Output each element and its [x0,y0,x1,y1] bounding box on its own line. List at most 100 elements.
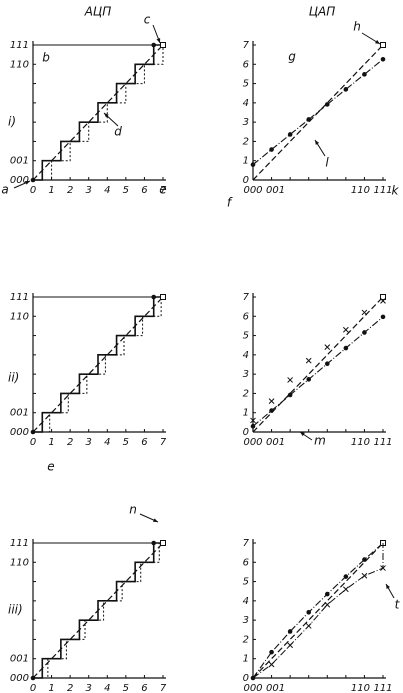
x-tick-label: 0 [30,683,36,693]
y-tick-label: 0 [243,673,249,684]
dotted-staircase [33,296,163,433]
x-tick-label: 110 [351,185,370,196]
cross-mark [287,642,293,649]
annotation: b [42,51,50,65]
y-tick-label: 7 [243,538,250,549]
y-tick-label: 001 [10,156,29,167]
ideal-line [252,296,384,433]
y-tick-label: 1 [243,408,249,419]
output-dot [343,345,349,351]
output-dot [250,423,256,429]
output-dot [380,314,386,320]
output-dot [306,117,312,122]
arrow-head [375,39,380,44]
arrow-head [386,584,390,589]
output-dot [269,147,274,152]
x-tick-label: 7 [160,683,167,693]
end-dot [151,294,157,300]
y-tick-label: 2 [243,136,249,147]
output-dot [269,408,274,413]
cross-mark [268,661,275,668]
output-dot [269,649,274,655]
x-tick-label: 000 [243,683,262,693]
x-tick-label: 3 [86,683,92,693]
arrow-head [25,181,30,185]
end-square [160,294,166,300]
row-label: i) [8,115,16,129]
ideal-line [252,542,384,679]
annotation: e [159,183,166,197]
output-dot [324,361,330,367]
annotation: e [47,460,54,474]
x-tick-label: 110 [351,437,370,448]
y-tick-label: 2 [243,388,249,399]
cross-mark [324,601,331,608]
y-tick-label: 110 [10,311,29,322]
dac-output [252,316,384,427]
arrow-head [300,432,305,437]
annotation: n [129,503,137,517]
origin-dot [30,429,36,435]
output-dot [287,629,293,634]
y-tick-label: 001 [10,654,29,665]
x-tick-label: 5 [123,185,129,196]
cross-mark [380,298,386,304]
x-tick-label: 111 [373,437,392,448]
y-tick-label: 6 [243,59,249,70]
x-tick-label: 001 [266,437,285,448]
y-tick-label: 3 [243,369,249,380]
cross-mark [343,586,349,593]
annotation: c [144,13,151,27]
y-tick-label: 1 [243,156,249,167]
x-tick-label: 1 [48,185,54,196]
x-tick-label: 1 [48,683,54,693]
row-label: iii) [8,603,23,617]
y-tick-label: 000 [10,427,29,438]
x-tick-label: 3 [86,185,92,196]
end-dot [151,540,157,546]
arrow-head [104,113,109,118]
end-square [160,42,166,48]
x-tick-label: 6 [141,437,147,448]
x-tick-label: 4 [104,437,110,448]
end-square [380,294,386,300]
output-dot [380,56,386,62]
annotation: k [392,184,400,198]
x-tick-label: 2 [67,683,73,693]
cross-mark [343,326,349,333]
y-tick-label: 7 [243,292,250,303]
y-tick-label: 000 [10,673,29,684]
x-tick-label: 001 [266,683,285,693]
origin-dot [30,675,36,681]
cross-mark [324,344,331,350]
arrow-head [153,518,158,522]
y-tick-label: 3 [243,117,249,128]
annotation: h [353,20,361,34]
y-tick-label: 001 [10,408,29,419]
y-tick-label: 111 [10,538,29,549]
cross-mark [287,377,293,383]
output-dot [324,102,330,107]
x-tick-label: 2 [67,437,73,448]
output-dot [324,591,330,597]
x-tick-label: 4 [104,185,110,196]
x-tick-label: 001 [266,185,285,196]
dac-output [252,542,384,679]
y-tick-label: 0 [243,427,249,438]
x-tick-label: 6 [141,683,147,693]
annotation: d [114,125,122,139]
annotation: l [325,156,329,170]
output-dot [287,392,293,398]
output-dot [306,377,312,382]
y-tick-label: 110 [10,59,29,70]
x-tick-label: 111 [373,683,392,693]
y-tick-label: 5 [243,79,249,90]
end-square [160,540,166,546]
output-dot [287,132,293,137]
output-dot [343,574,349,579]
annotation: t [395,598,401,612]
arrow-head [156,38,161,43]
y-tick-label: 5 [243,577,249,588]
annotation: f [227,196,233,210]
y-tick-label: 000 [10,175,29,186]
